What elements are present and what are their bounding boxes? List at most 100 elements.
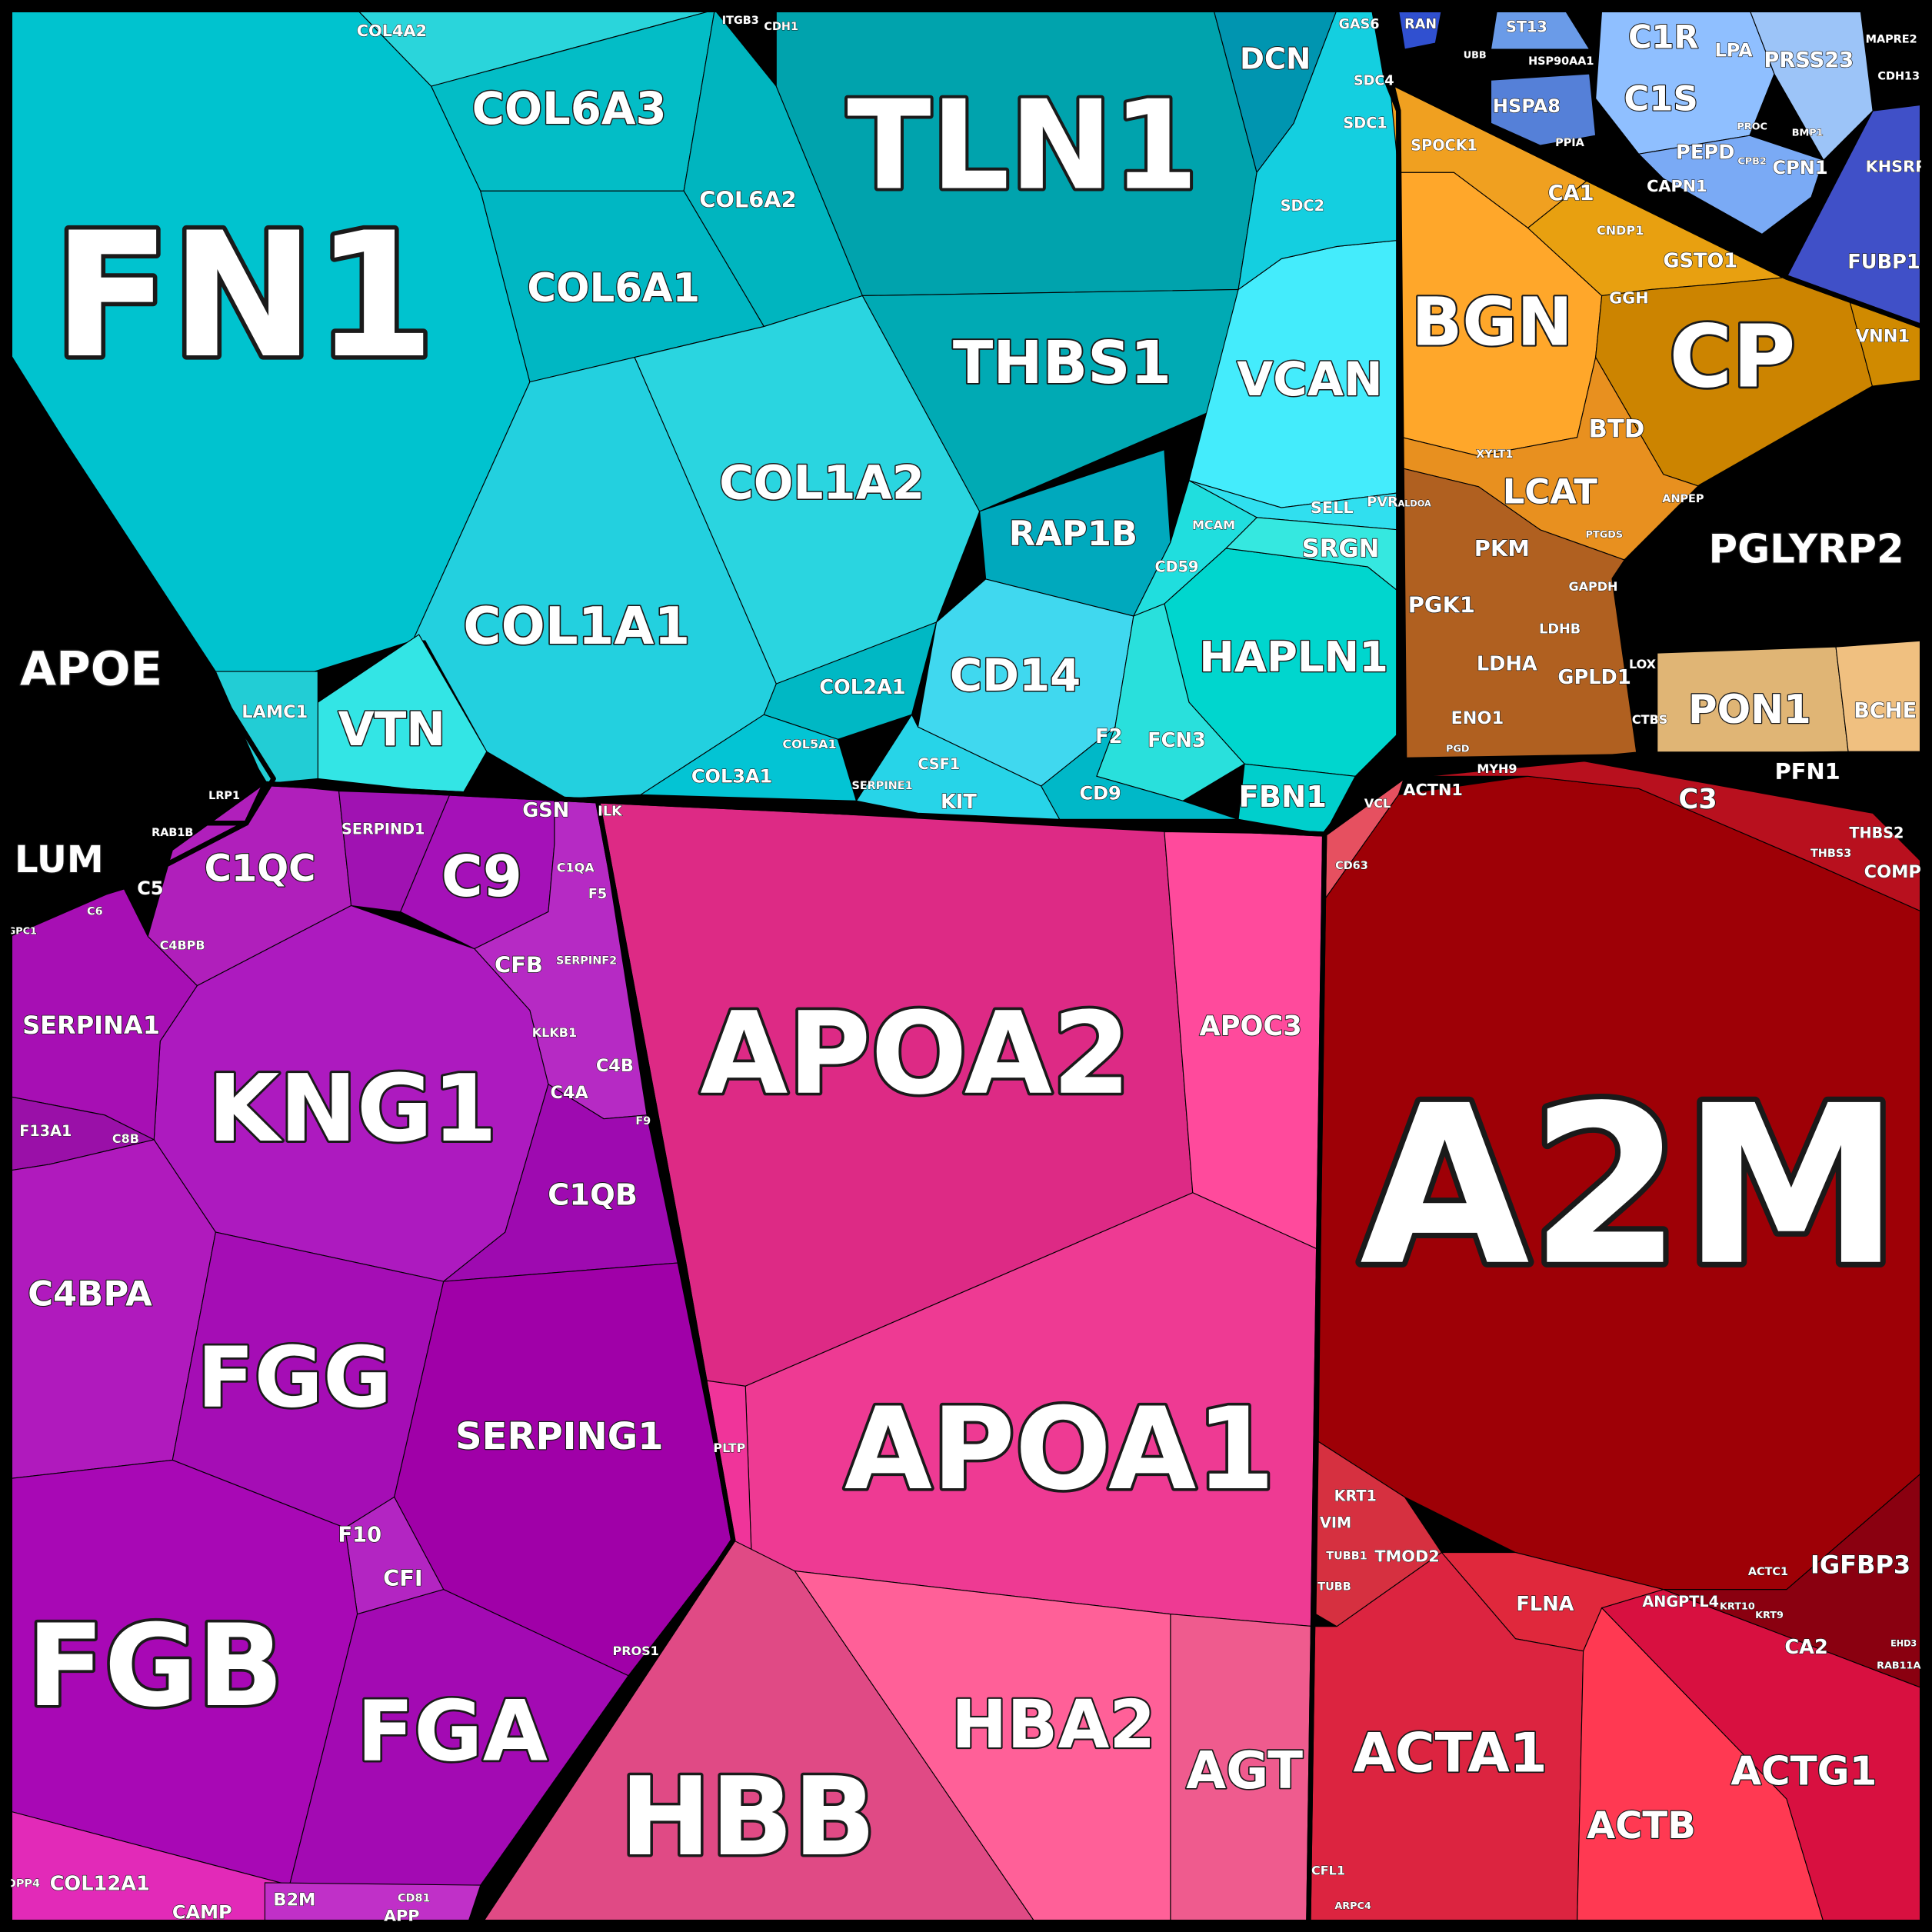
cell-label: APOE — [20, 641, 162, 696]
cell-label: C4BPA — [28, 1274, 152, 1314]
cell — [639, 714, 858, 801]
cell-label: PON1 — [1688, 687, 1811, 733]
cell-label: C1QC — [205, 847, 316, 890]
cell-label: SERPINF2 — [556, 955, 617, 968]
cell-label: GPLD1 — [1557, 666, 1631, 689]
cell-label: C6 — [87, 906, 103, 918]
cell-label: CTBS — [1632, 712, 1667, 727]
cell-label: CAMP — [172, 1901, 232, 1923]
cell-label: F2 — [1095, 725, 1122, 748]
cell-label: KRT10 — [1720, 1601, 1755, 1613]
cell-label: C3 — [1678, 784, 1717, 815]
cell-label: COL6A1 — [527, 265, 700, 311]
cell-label: CFL1 — [1311, 1863, 1345, 1877]
cell-label: FN1 — [53, 195, 435, 396]
cell-label: RAN — [1404, 17, 1437, 32]
cell-label: HBA2 — [951, 1687, 1155, 1764]
cell-label: DPP4 — [7, 1878, 40, 1890]
cell-label: APOA1 — [844, 1383, 1275, 1515]
cell-label: COL1A2 — [719, 456, 924, 511]
cell-label: TLN1 — [847, 74, 1198, 218]
cell-label: MYH9 — [1477, 761, 1517, 776]
cell-label: FGA — [357, 1682, 548, 1780]
cell — [1041, 725, 1239, 820]
cell-label: VIM — [1320, 1514, 1351, 1532]
cell — [1835, 640, 1923, 752]
cell-label: CA1 — [1548, 182, 1594, 205]
cell-label: CNDP1 — [1597, 223, 1644, 238]
cell-label: VCAN — [1237, 352, 1383, 407]
cell-label: MAPRE2 — [1866, 33, 1917, 45]
cell-label: PLTP — [713, 1441, 745, 1455]
cell-label: GAS6 — [1339, 17, 1380, 32]
cell-label: HBB — [620, 1754, 876, 1880]
cell-label: TMOD2 — [1374, 1547, 1439, 1565]
cell-label: UBB — [1464, 50, 1487, 62]
cell-label: LUM — [15, 838, 104, 881]
cell — [763, 621, 938, 740]
cell-label: C1R — [1628, 18, 1699, 56]
cell-label: XYLT1 — [1476, 448, 1513, 461]
cell-label: FLNA — [1516, 1593, 1574, 1616]
cell-label: LOX — [1629, 657, 1657, 671]
cell-label: SERPIND1 — [341, 821, 425, 838]
cell-label: C1QB — [548, 1178, 638, 1212]
cell-label: BCHE — [1854, 699, 1917, 723]
cell-label: C1QA — [557, 860, 595, 874]
cell-label: RAB1B — [152, 827, 193, 839]
cell-label: C8B — [112, 1131, 139, 1146]
cell-label: GSTO1 — [1664, 250, 1738, 273]
cell-label: VCL — [1364, 796, 1391, 811]
cell-label: COL6A3 — [472, 82, 667, 135]
cell-label: PGK1 — [1408, 592, 1475, 618]
cell-label: FUBP1 — [1847, 251, 1920, 274]
cell — [288, 1589, 629, 1886]
cell-label: HSPA8 — [1493, 95, 1561, 117]
cell-label: F13A1 — [19, 1122, 72, 1140]
cell-label: ST13 — [1506, 18, 1547, 36]
cell-label: GAPDH — [1568, 579, 1617, 594]
cell-label: COL2A1 — [819, 676, 905, 699]
cell-label: COL1A1 — [463, 596, 690, 656]
cell-label: FGG — [197, 1329, 391, 1427]
cell-label: ACTG1 — [1730, 1749, 1877, 1795]
cell-label: COL3A1 — [691, 765, 772, 787]
cell-label: COMP — [1864, 862, 1921, 882]
cell-label: FCN3 — [1148, 729, 1206, 752]
cell-label: VNN1 — [1856, 326, 1910, 346]
cell-label: TUBB — [1317, 1581, 1351, 1593]
cell-label: LCAT — [1503, 471, 1598, 512]
cell-label: B2M — [273, 1890, 315, 1910]
cell-label: GSN — [522, 799, 569, 822]
cell-label: PGLYRP2 — [1709, 527, 1904, 573]
cell-label: ALDOA — [1398, 499, 1431, 509]
cell-label: ENO1 — [1451, 708, 1504, 728]
cell-label: F10 — [338, 1524, 381, 1547]
cell-label: PFN1 — [1775, 758, 1840, 784]
cell-label: VTN — [338, 702, 446, 757]
cell-label: ANGPTL4 — [1642, 1593, 1719, 1611]
cell-label: ARPC4 — [1334, 1900, 1371, 1912]
cell-label: LDHA — [1477, 653, 1537, 676]
cell-label: EHD3 — [1890, 1639, 1917, 1649]
cell-label: CD63 — [1335, 860, 1368, 872]
cell-label: FBN1 — [1238, 780, 1326, 814]
cell-label: PKM — [1474, 535, 1530, 561]
cell-label: PEPD — [1676, 142, 1734, 165]
cell — [215, 671, 318, 784]
cell-label: SERPING1 — [455, 1415, 664, 1458]
cell-label: COL4A2 — [357, 22, 427, 40]
cell-label: PVR — [1367, 495, 1398, 511]
cell-label: TUBB1 — [1326, 1550, 1367, 1562]
cell-label: CFB — [495, 951, 543, 978]
cell-label: ACTC1 — [1748, 1566, 1788, 1578]
cell-label: KRT1 — [1334, 1487, 1377, 1504]
cell-label: SDC2 — [1281, 197, 1324, 215]
cell-label: ITGB3 — [722, 15, 759, 27]
cell-label: FGB — [27, 1600, 284, 1732]
cell-label: CPN1 — [1773, 157, 1828, 178]
cell-label: APOA2 — [700, 988, 1131, 1120]
cell-label: CD14 — [950, 649, 1081, 701]
cell-label: SERPINE1 — [851, 780, 912, 792]
